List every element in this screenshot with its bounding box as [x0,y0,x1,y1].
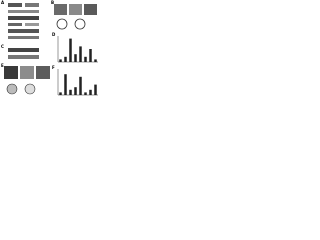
bar [59,59,62,62]
micrograph [54,4,67,15]
blot [25,3,39,7]
blot-panel [8,48,39,59]
micrograph [69,4,82,15]
blot [8,48,39,52]
bar [89,89,92,95]
blot [8,29,39,33]
panel-label: C [1,44,4,49]
diagram [6,83,18,95]
diagram [56,18,68,30]
bar [69,38,72,62]
micrograph [20,66,34,79]
micrograph [36,66,50,79]
diagram [74,18,86,30]
bar [84,92,87,95]
blot [8,16,39,20]
panel-label: D [52,32,56,37]
bar [74,87,77,95]
bar [64,74,67,95]
blot [8,10,39,13]
bar [84,56,87,62]
figure: A B C D E F [1,0,98,96]
bar [69,89,72,95]
blot [8,36,39,39]
panel-label: B [51,0,54,5]
bar [79,46,82,62]
blot [8,55,39,59]
bar [94,59,97,62]
bar [64,56,67,62]
panel-label: F [52,65,55,70]
micrograph [84,4,97,15]
blot [8,3,22,7]
blot [25,23,39,26]
panel-label: A [1,0,5,5]
blot-panel [8,3,39,39]
bar [74,54,77,62]
bar [79,76,82,95]
image-panel [54,4,97,30]
bar [89,49,92,62]
blot [8,23,22,26]
panel-label: E [1,63,4,68]
diagram [24,83,36,95]
micrograph [4,66,18,79]
image-panel [4,66,50,95]
bar [59,92,62,95]
bar [94,84,97,95]
